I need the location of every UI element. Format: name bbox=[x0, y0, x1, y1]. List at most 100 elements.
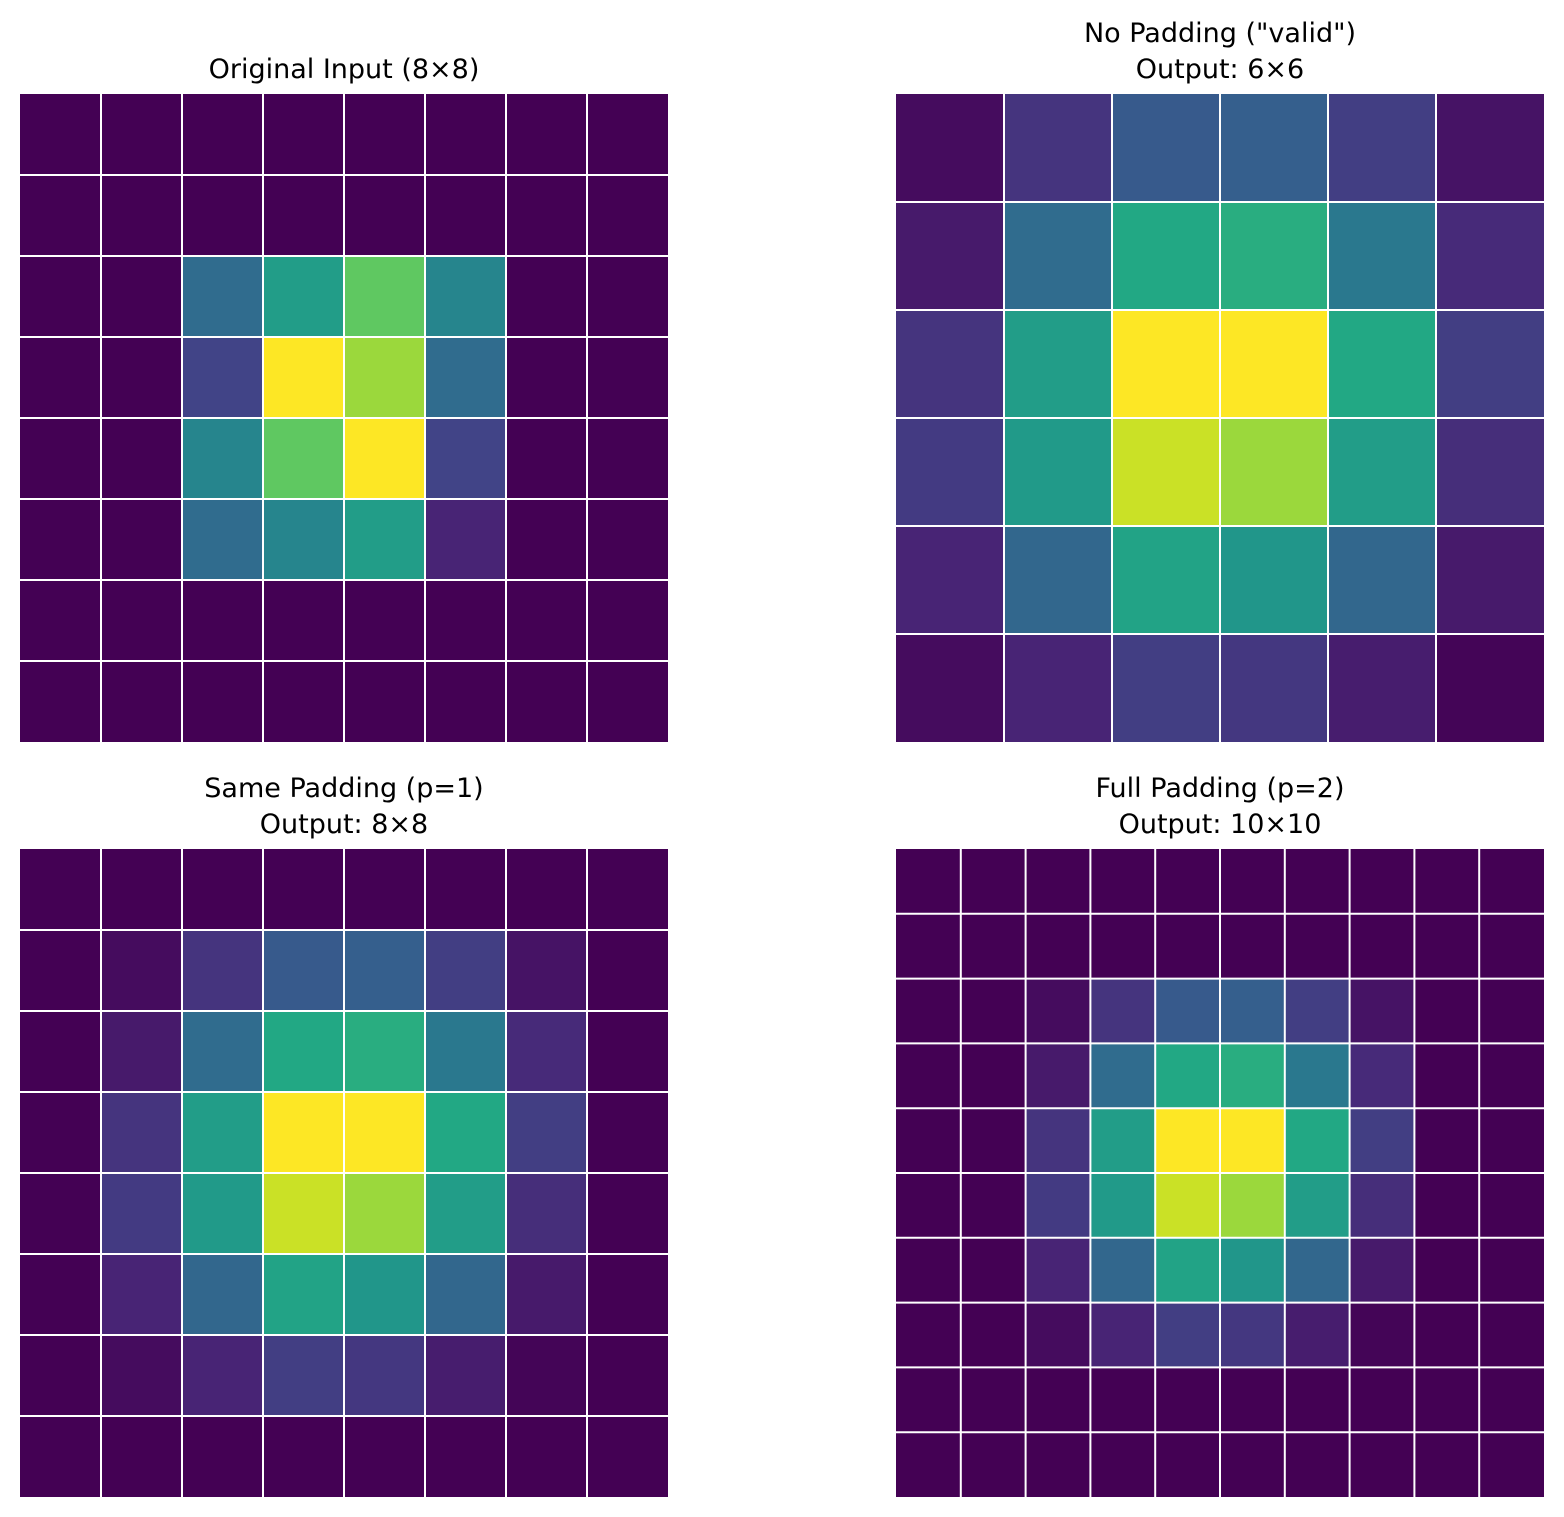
heatmap-cell bbox=[1414, 1108, 1480, 1173]
heatmap-cell bbox=[182, 1254, 263, 1335]
heatmap-cell bbox=[587, 256, 668, 337]
heatmap-cell bbox=[182, 1335, 263, 1416]
heatmap-cell bbox=[20, 94, 101, 175]
heatmap-cell bbox=[425, 930, 506, 1011]
heatmap-cell bbox=[506, 930, 587, 1011]
heatmap-cell bbox=[1349, 1043, 1415, 1109]
heatmap-cell bbox=[263, 418, 344, 499]
heatmap-cell bbox=[20, 418, 101, 499]
heatmap-cell bbox=[20, 499, 101, 580]
heatmap-cell bbox=[1155, 1432, 1220, 1497]
heatmap-cell bbox=[1479, 1302, 1544, 1368]
heatmap-cell bbox=[20, 1254, 101, 1335]
heatmap-cell bbox=[263, 930, 344, 1011]
heatmap-cell bbox=[587, 1092, 668, 1173]
heatmap-cell bbox=[896, 849, 961, 914]
heatmap-cell bbox=[1349, 1367, 1415, 1433]
heatmap-cell bbox=[1090, 1302, 1156, 1368]
heatmap-cell bbox=[1220, 202, 1328, 310]
heatmap-cell bbox=[960, 1237, 1026, 1303]
heatmap-cell bbox=[425, 1173, 506, 1254]
heatmap-cell bbox=[1090, 1173, 1156, 1238]
heatmap-cell bbox=[1436, 94, 1544, 202]
heatmap-cell bbox=[20, 661, 101, 742]
heatmap-cell bbox=[1112, 526, 1220, 634]
heatmap-cell bbox=[263, 1335, 344, 1416]
heatmap-cell bbox=[1328, 634, 1436, 742]
heatmap-cell bbox=[425, 1092, 506, 1173]
heatmap-cell bbox=[344, 94, 425, 175]
heatmap-cell bbox=[1436, 418, 1544, 526]
heatmap-cell bbox=[101, 930, 182, 1011]
heatmap-cell bbox=[182, 94, 263, 175]
heatmap-cell bbox=[1220, 1432, 1285, 1497]
heatmap-cell bbox=[425, 1254, 506, 1335]
heatmap-cell bbox=[506, 661, 587, 742]
heatmap-cell bbox=[1155, 1173, 1220, 1238]
heatmap-cell bbox=[425, 499, 506, 580]
heatmap-cell bbox=[1155, 1302, 1220, 1368]
heatmap-cell bbox=[1112, 634, 1220, 742]
heatmap-cell bbox=[182, 580, 263, 661]
heatmap-cell bbox=[344, 1173, 425, 1254]
heatmap-cell bbox=[344, 1254, 425, 1335]
heatmap-cell bbox=[1284, 1302, 1350, 1368]
panel-title-line: No Padding ("valid") bbox=[1084, 18, 1356, 49]
heatmap-cell bbox=[506, 1254, 587, 1335]
heatmap-cell bbox=[1414, 1173, 1480, 1238]
heatmap-cell bbox=[425, 580, 506, 661]
heatmap-cell bbox=[20, 849, 101, 930]
heatmap-cell bbox=[896, 634, 1004, 742]
heatmap-cell bbox=[896, 1237, 961, 1303]
heatmap-cell bbox=[1090, 1367, 1156, 1433]
heatmap-cell bbox=[896, 1302, 961, 1368]
heatmap-cell bbox=[896, 1367, 961, 1433]
heatmap-cell bbox=[101, 849, 182, 930]
heatmap-cell bbox=[1004, 202, 1112, 310]
heatmap-cell bbox=[1479, 913, 1544, 979]
heatmap-cell bbox=[344, 256, 425, 337]
heatmap-cell bbox=[1284, 1367, 1350, 1433]
heatmap-cell bbox=[1112, 310, 1220, 418]
heatmap-cell bbox=[896, 526, 1004, 634]
heatmap-cell bbox=[1414, 1237, 1480, 1303]
heatmap-cell bbox=[1025, 978, 1091, 1044]
heatmap-cell bbox=[587, 1254, 668, 1335]
heatmap-cell bbox=[425, 94, 506, 175]
heatmap-cell bbox=[344, 337, 425, 418]
heatmap-cell bbox=[1284, 1173, 1350, 1238]
heatmap-cell bbox=[1479, 1237, 1544, 1303]
heatmap-cell bbox=[425, 1011, 506, 1092]
heatmap-cell bbox=[182, 1011, 263, 1092]
heatmap-cell bbox=[896, 94, 1004, 202]
heatmap-cell bbox=[896, 1108, 961, 1173]
panel-original-input: Original Input (8×8) bbox=[20, 54, 668, 742]
heatmap-cell bbox=[263, 1254, 344, 1335]
heatmap-cell bbox=[896, 913, 961, 979]
heatmap-cell bbox=[587, 418, 668, 499]
heatmap-cell bbox=[1025, 1043, 1091, 1109]
heatmap-cell bbox=[506, 1335, 587, 1416]
heatmap-cell bbox=[1090, 978, 1156, 1044]
heatmap-cell bbox=[1220, 849, 1285, 914]
heatmap-cell bbox=[1414, 1367, 1480, 1433]
heatmap-cell bbox=[344, 1011, 425, 1092]
heatmap-cell bbox=[20, 1416, 101, 1497]
heatmap-cell bbox=[1479, 1108, 1544, 1173]
heatmap-cell bbox=[182, 661, 263, 742]
heatmap-cell bbox=[1025, 1367, 1091, 1433]
heatmap-cell bbox=[1220, 1043, 1285, 1109]
heatmap-cell bbox=[1436, 310, 1544, 418]
heatmap-cell bbox=[20, 1173, 101, 1254]
heatmap-cell bbox=[101, 1011, 182, 1092]
heatmap-cell bbox=[1155, 1108, 1220, 1173]
heatmap-cell bbox=[263, 1416, 344, 1497]
heatmap-cell bbox=[506, 499, 587, 580]
heatmap-cell bbox=[960, 913, 1026, 979]
heatmap-cell bbox=[1479, 849, 1544, 914]
heatmap-cell bbox=[960, 978, 1026, 1044]
heatmap-cell bbox=[1349, 1173, 1415, 1238]
heatmap-cell bbox=[1025, 1173, 1091, 1238]
heatmap-cell bbox=[506, 1011, 587, 1092]
panel-title-line: Output: 8×8 bbox=[260, 809, 428, 840]
